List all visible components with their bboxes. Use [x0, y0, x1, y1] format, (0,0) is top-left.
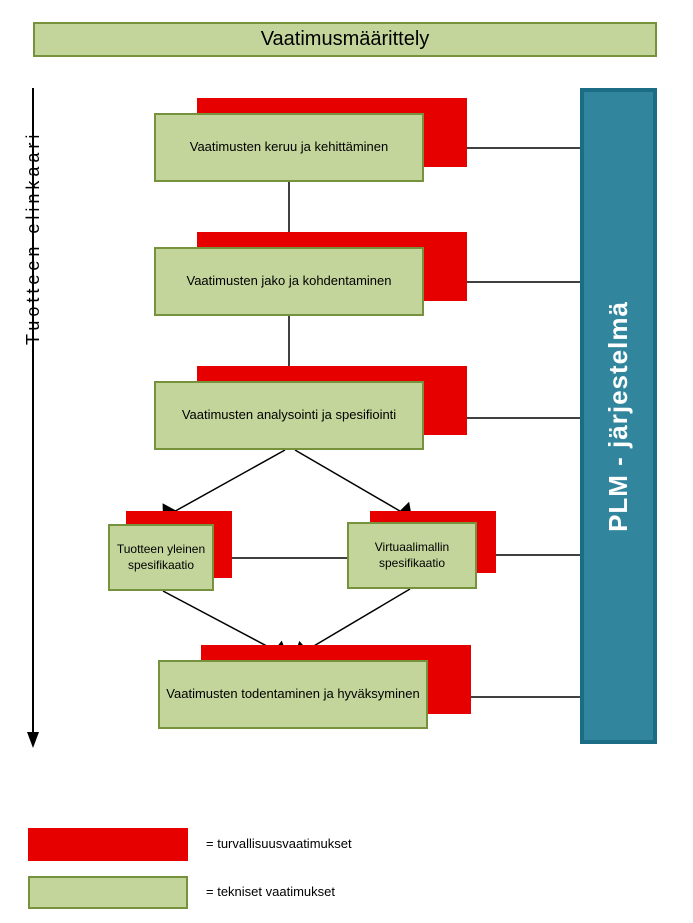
b4a-green: Tuotteen yleinen spesifikaatio — [108, 524, 214, 591]
title-bar: Vaatimusmäärittely — [33, 22, 657, 57]
b2-label: Vaatimusten jako ja kohdentaminen — [187, 273, 392, 290]
b4a-label: Tuotteen yleinen spesifikaatio — [114, 542, 208, 573]
b4b-label: Virtuaalimallin spesifikaatio — [353, 540, 471, 571]
legend-red-swatch — [28, 828, 188, 861]
b3-green: Vaatimusten analysointi ja spesifiointi — [154, 381, 424, 450]
plm-label: PLM - järjestelmä — [603, 301, 634, 532]
plm-box: PLM - järjestelmä — [580, 88, 657, 744]
b5-label: Vaatimusten todentaminen ja hyväksyminen — [166, 686, 419, 703]
b1-label: Vaatimusten keruu ja kehittäminen — [190, 139, 388, 156]
b5-green: Vaatimusten todentaminen ja hyväksyminen — [158, 660, 428, 729]
legend-green-label: = tekniset vaatimukset — [206, 884, 335, 899]
b1-green: Vaatimusten keruu ja kehittäminen — [154, 113, 424, 182]
legend-green-swatch — [28, 876, 188, 909]
b4b-green: Virtuaalimallin spesifikaatio — [347, 522, 477, 589]
b3-label: Vaatimusten analysointi ja spesifiointi — [182, 407, 396, 424]
title-text: Vaatimusmäärittely — [261, 28, 430, 51]
legend-red-label: = turvallisuusvaatimukset — [206, 836, 352, 851]
lifecycle-label: Tuotteen elinkaari — [23, 131, 44, 345]
b2-green: Vaatimusten jako ja kohdentaminen — [154, 247, 424, 316]
